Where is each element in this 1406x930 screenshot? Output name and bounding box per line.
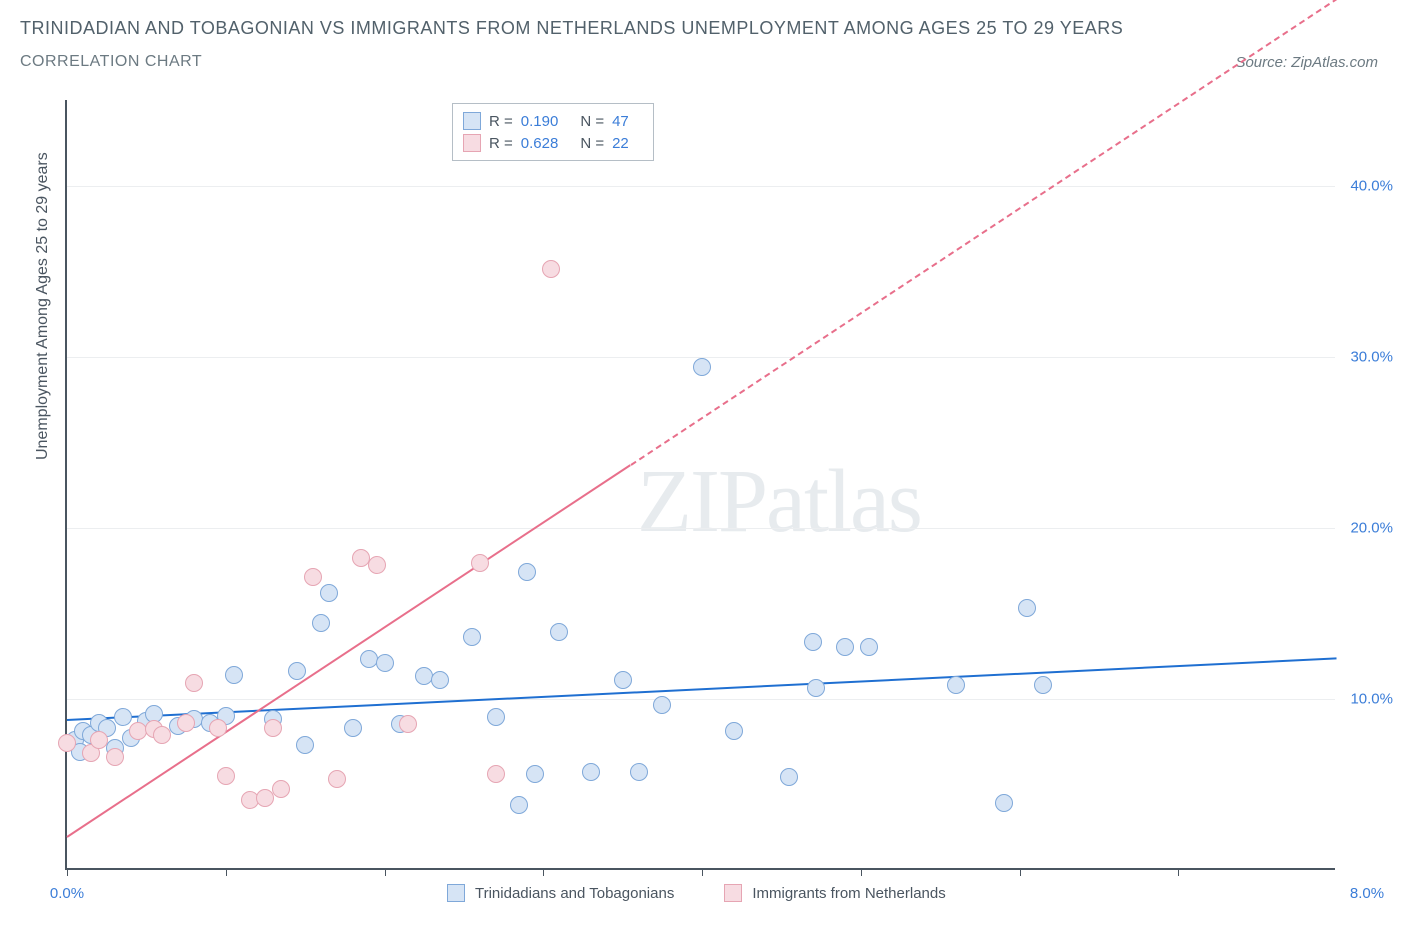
series1-r-value: 0.190 bbox=[521, 113, 559, 130]
data-point bbox=[947, 676, 965, 694]
data-point bbox=[328, 770, 346, 788]
data-point bbox=[225, 666, 243, 684]
data-point bbox=[487, 765, 505, 783]
data-point bbox=[376, 654, 394, 672]
y-tick-label: 40.0% bbox=[1350, 177, 1393, 194]
series2-n-value: 22 bbox=[612, 135, 629, 152]
gridline-h bbox=[67, 186, 1335, 187]
data-point bbox=[860, 638, 878, 656]
stats-row-2: R = 0.628 N = 22 bbox=[463, 132, 643, 154]
data-point bbox=[550, 623, 568, 641]
series2-swatch bbox=[724, 884, 742, 902]
y-tick-label: 20.0% bbox=[1350, 519, 1393, 536]
data-point bbox=[526, 765, 544, 783]
data-point bbox=[153, 726, 171, 744]
data-point bbox=[320, 584, 338, 602]
data-point bbox=[106, 748, 124, 766]
data-point bbox=[725, 722, 743, 740]
legend-item-2: Immigrants from Netherlands bbox=[724, 884, 945, 902]
data-point bbox=[209, 719, 227, 737]
n-label: N = bbox=[580, 135, 604, 152]
x-tick-label: 0.0% bbox=[50, 885, 84, 902]
data-point bbox=[780, 768, 798, 786]
data-point bbox=[296, 736, 314, 754]
data-point bbox=[304, 568, 322, 586]
data-point bbox=[836, 638, 854, 656]
data-point bbox=[114, 708, 132, 726]
x-tick-mark bbox=[861, 868, 862, 876]
data-point bbox=[58, 734, 76, 752]
legend-item-1: Trinidadians and Tobagonians bbox=[447, 884, 674, 902]
watermark-brand-a: ZIP bbox=[637, 452, 766, 551]
stats-row-1: R = 0.190 N = 47 bbox=[463, 110, 643, 132]
n-label: N = bbox=[580, 113, 604, 130]
data-point bbox=[653, 696, 671, 714]
chart-area: ZIPatlas R = 0.190 N = 47 R = 0.628 N = … bbox=[65, 100, 1380, 870]
x-tick-mark bbox=[226, 868, 227, 876]
data-point bbox=[272, 780, 290, 798]
x-tick-mark bbox=[385, 868, 386, 876]
chart-header: TRINIDADIAN AND TOBAGONIAN VS IMMIGRANTS… bbox=[0, 0, 1406, 71]
gridline-h bbox=[67, 699, 1335, 700]
data-point bbox=[542, 260, 560, 278]
data-point bbox=[804, 633, 822, 651]
bottom-legend: Trinidadians and Tobagonians Immigrants … bbox=[447, 884, 946, 902]
series1-swatch bbox=[447, 884, 465, 902]
watermark-brand-b: atlas bbox=[766, 452, 921, 551]
data-point bbox=[693, 358, 711, 376]
series2-swatch bbox=[463, 134, 481, 152]
data-point bbox=[312, 614, 330, 632]
data-point bbox=[807, 679, 825, 697]
chart-subtitle: CORRELATION CHART bbox=[20, 53, 202, 71]
data-point bbox=[630, 763, 648, 781]
series2-name: Immigrants from Netherlands bbox=[752, 885, 945, 902]
series1-swatch bbox=[463, 112, 481, 130]
x-tick-mark bbox=[543, 868, 544, 876]
gridline-h bbox=[67, 528, 1335, 529]
y-tick-label: 30.0% bbox=[1350, 348, 1393, 365]
data-point bbox=[344, 719, 362, 737]
plot-region: ZIPatlas R = 0.190 N = 47 R = 0.628 N = … bbox=[65, 100, 1335, 870]
y-tick-label: 10.0% bbox=[1350, 690, 1393, 707]
x-tick-mark bbox=[702, 868, 703, 876]
data-point bbox=[487, 708, 505, 726]
data-point bbox=[1034, 676, 1052, 694]
x-tick-mark bbox=[67, 868, 68, 876]
data-point bbox=[399, 715, 417, 733]
data-point bbox=[177, 714, 195, 732]
subtitle-row: CORRELATION CHART Source: ZipAtlas.com bbox=[20, 53, 1378, 71]
x-tick-mark bbox=[1178, 868, 1179, 876]
data-point bbox=[90, 731, 108, 749]
x-tick-label: 8.0% bbox=[1350, 885, 1384, 902]
data-point bbox=[995, 794, 1013, 812]
series1-n-value: 47 bbox=[612, 113, 629, 130]
source-label: Source: ZipAtlas.com bbox=[1235, 54, 1378, 71]
data-point bbox=[288, 662, 306, 680]
chart-title: TRINIDADIAN AND TOBAGONIAN VS IMMIGRANTS… bbox=[20, 18, 1378, 39]
data-point bbox=[463, 628, 481, 646]
data-point bbox=[368, 556, 386, 574]
trend-line bbox=[66, 464, 631, 838]
watermark: ZIPatlas bbox=[637, 450, 921, 553]
series2-r-value: 0.628 bbox=[521, 135, 559, 152]
data-point bbox=[471, 554, 489, 572]
data-point bbox=[510, 796, 528, 814]
x-tick-mark bbox=[1020, 868, 1021, 876]
r-label: R = bbox=[489, 113, 513, 130]
data-point bbox=[217, 767, 235, 785]
data-point bbox=[518, 563, 536, 581]
data-point bbox=[582, 763, 600, 781]
data-point bbox=[264, 719, 282, 737]
r-label: R = bbox=[489, 135, 513, 152]
data-point bbox=[1018, 599, 1036, 617]
series1-name: Trinidadians and Tobagonians bbox=[475, 885, 674, 902]
data-point bbox=[431, 671, 449, 689]
data-point bbox=[614, 671, 632, 689]
data-point bbox=[185, 674, 203, 692]
y-axis-label: Unemployment Among Ages 25 to 29 years bbox=[34, 152, 52, 460]
stats-legend-box: R = 0.190 N = 47 R = 0.628 N = 22 bbox=[452, 103, 654, 161]
